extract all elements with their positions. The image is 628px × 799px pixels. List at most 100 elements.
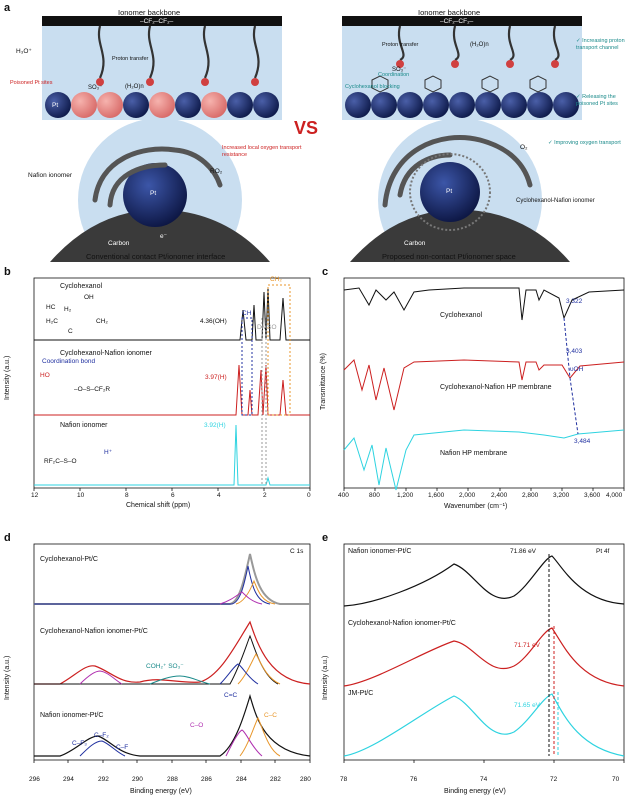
vs-label: VS: [294, 118, 319, 138]
c-ann-voh: υOH: [570, 366, 584, 373]
c-trace-cyclohexanol: [343, 287, 625, 321]
b-trace-cn: [34, 364, 310, 416]
d-fit-top-orange: [235, 579, 276, 605]
d-xtick-284: 284: [236, 776, 247, 783]
b-struct-h2c: H₂C: [46, 318, 58, 325]
e-xtick-70: 70: [612, 776, 620, 783]
panel-e-letter: e: [322, 532, 329, 544]
carbon-left: Carbon: [108, 240, 130, 247]
nafion-ionomer-label: Nafion ionomer: [28, 172, 73, 179]
e-xtick-76: 76: [410, 776, 418, 783]
left-pt: Pt: [52, 102, 59, 109]
panel-c-chart: [343, 277, 625, 491]
e-series-1: Nafion ionomer-Pt/C: [348, 548, 412, 555]
e-corner: Pt 4f: [596, 548, 610, 555]
electron-left: e⁻: [160, 233, 168, 240]
b-ann-392: 3.92(H): [204, 422, 226, 429]
e-ann-2: 71.71 eV: [514, 642, 541, 649]
b-sulf2: RF₂C–S–O: [44, 458, 77, 465]
d-series-2: Cyclohexanol-Nafion ionomer-Pt/C: [40, 628, 148, 635]
d-xlabel: Binding energy (eV): [130, 788, 192, 795]
left-backbone-formula: –CF₂–CF₂–: [140, 18, 174, 25]
bullet-oxygen: ✓ Improving oxygen transport: [548, 140, 621, 146]
d-fit-mid-red: [34, 620, 311, 685]
d-fit-mid-teal: [149, 675, 211, 685]
right-proton-transfer: Proton transfer: [382, 42, 419, 48]
d-fit-top-blue: [34, 565, 271, 605]
b-ann-ch: CH: [242, 310, 252, 317]
e-trace-nafion: [343, 555, 625, 607]
b-struct-h2: H₂: [64, 306, 72, 313]
b-series-cyclohexanol: Cyclohexanol: [60, 283, 103, 290]
right-water: (H₂O)n: [470, 42, 489, 48]
e-xtick-78: 78: [340, 776, 348, 783]
b-xlabel: Chemical shift (ppm): [126, 502, 191, 509]
c-ann-3484: 3,484: [574, 438, 591, 445]
c-xtick-2400: 2,400: [491, 492, 508, 499]
d-corner: C 1s: [290, 548, 304, 555]
e-series-2: Cyclohexanol-Nafion ionomer-Pt/C: [348, 620, 456, 627]
c-trace-cn: [343, 359, 625, 411]
carbon-right: Carbon: [404, 240, 426, 247]
e-ann-1: 71.86 eV: [510, 548, 537, 555]
b-xtick-0: 0: [307, 492, 311, 499]
c-xlabel: Wavenumber (cm⁻¹): [444, 503, 508, 510]
b-xtick-10: 10: [77, 492, 85, 499]
bullet-proton: ✓ Increasing proton transport channel: [576, 38, 625, 51]
d-xtick-286: 286: [201, 776, 212, 783]
d-xtick-288: 288: [167, 776, 178, 783]
left-so3: SO₃⁻: [88, 85, 103, 91]
ro2-label: RO₂: [210, 168, 223, 175]
d-xtick-282: 282: [270, 776, 281, 783]
d-ylabel: Intensity (a.u.): [4, 655, 11, 700]
d-series-3: Nafion ionomer-Pt/C: [40, 712, 104, 719]
b-xtick-8: 8: [125, 492, 129, 499]
d-fit-mid-orange: [237, 652, 281, 685]
b-xtick-12: 12: [31, 492, 39, 499]
panel-a-illustration: [42, 16, 582, 262]
c-xtick-2000: 2,000: [459, 492, 476, 499]
b-h-plus: H⁺: [104, 449, 113, 456]
d-fit-top-purple: [219, 591, 263, 605]
bullet-poisoned: ✓ Releasing the poisoned Pt sites: [576, 94, 618, 107]
d-fit-top-envelope: [34, 553, 310, 605]
b-xtick-2: 2: [263, 492, 267, 499]
resistance-label: Increased local oxygen transport resista…: [222, 145, 302, 158]
left-caption: Conventional contact Pt/ionomer interfac…: [86, 252, 226, 261]
b-struct-oh: OH: [84, 294, 94, 301]
b-trace-cyclohexanol: [34, 287, 310, 341]
d-fit-mid-purple: [79, 670, 123, 685]
left-proton-transfer: Proton transfer: [112, 56, 149, 62]
e-trace-cn: [343, 627, 625, 687]
panel-d-letter: d: [4, 532, 11, 544]
right-backbone-formula: –CF₂–CF₂–: [440, 18, 474, 25]
coordination-label: Coordination: [378, 72, 410, 78]
d-ann-cf2: C–F₂: [94, 732, 109, 739]
e-xtick-74: 74: [480, 776, 488, 783]
right-backbone-title: Ionomer backbone: [418, 8, 481, 17]
b-xtick-6: 6: [171, 492, 175, 499]
panel-b-letter: b: [4, 266, 11, 278]
d-fit-bot-blue: [79, 740, 126, 757]
b-series-cn: Cyclohexanol-Nafion ionomer: [60, 350, 152, 357]
e-ann-3: 71.65 eV: [514, 702, 541, 709]
c-xtick-400: 400: [338, 492, 349, 499]
b-sulf1: –O–S–CF₂R: [74, 386, 111, 393]
c-xtick-1200: 1,200: [397, 492, 414, 499]
c-series-cyclohexanol: Cyclohexanol: [440, 312, 483, 319]
b-struct-hc: HC: [46, 304, 56, 311]
c-series-nafion: Nafion HP membrane: [440, 450, 508, 457]
d-ann-cf3: C–F₃: [72, 740, 87, 747]
b-xtick-4: 4: [217, 492, 221, 499]
panel-e-chart: [343, 543, 625, 763]
panel-d-chart: [33, 543, 311, 763]
b-series-nafion: Nafion ionomer: [60, 422, 108, 429]
b-ann-ch2: CH₂: [270, 276, 282, 283]
poisoned-label: Poisoned Pt sites: [10, 80, 53, 86]
right-caption: Proposed non-contact Pt/ionomer space: [382, 252, 516, 261]
d-fit-bot-black: [34, 693, 311, 757]
big-pt-left: Pt: [150, 190, 157, 197]
d-fit-bot-purple: [225, 729, 263, 757]
cn-ionomer-label: Cyclohexanol-Nafion ionomer: [516, 198, 595, 204]
e-ylabel: Intensity (a.u.): [322, 655, 329, 700]
